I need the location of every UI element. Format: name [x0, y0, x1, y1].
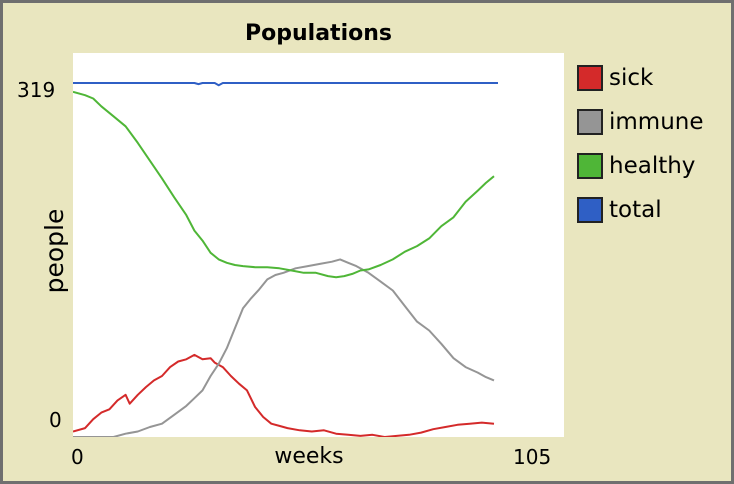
x-tick-min: 0	[71, 445, 84, 469]
y-tick-min: 0	[49, 408, 62, 432]
series-line-total	[73, 82, 498, 87]
series-line-healthy	[73, 90, 495, 279]
legend-swatch-total	[577, 196, 603, 223]
legend-item-total: total	[577, 193, 704, 226]
legend-label-total: total	[609, 196, 662, 223]
legend-swatch-sick	[577, 64, 603, 91]
legend-label-healthy: healthy	[609, 152, 696, 179]
legend-item-immune: immune	[577, 105, 704, 138]
legend-item-sick: sick	[577, 61, 704, 94]
y-axis-label: people	[40, 208, 69, 294]
plot-svg	[73, 82, 498, 437]
legend: sick immune healthy total	[577, 61, 704, 237]
legend-swatch-immune	[577, 108, 603, 135]
plot-area	[73, 53, 564, 437]
legend-label-sick: sick	[609, 64, 654, 91]
x-tick-max: 105	[513, 445, 552, 469]
x-axis-label: weeks	[274, 444, 344, 469]
legend-item-healthy: healthy	[577, 149, 704, 182]
series-line-immune	[73, 258, 495, 437]
legend-label-immune: immune	[609, 108, 704, 135]
y-tick-max: 319	[17, 78, 56, 102]
chart-title: Populations	[245, 21, 392, 46]
legend-swatch-healthy	[577, 152, 603, 179]
series-line-sick	[73, 353, 495, 437]
